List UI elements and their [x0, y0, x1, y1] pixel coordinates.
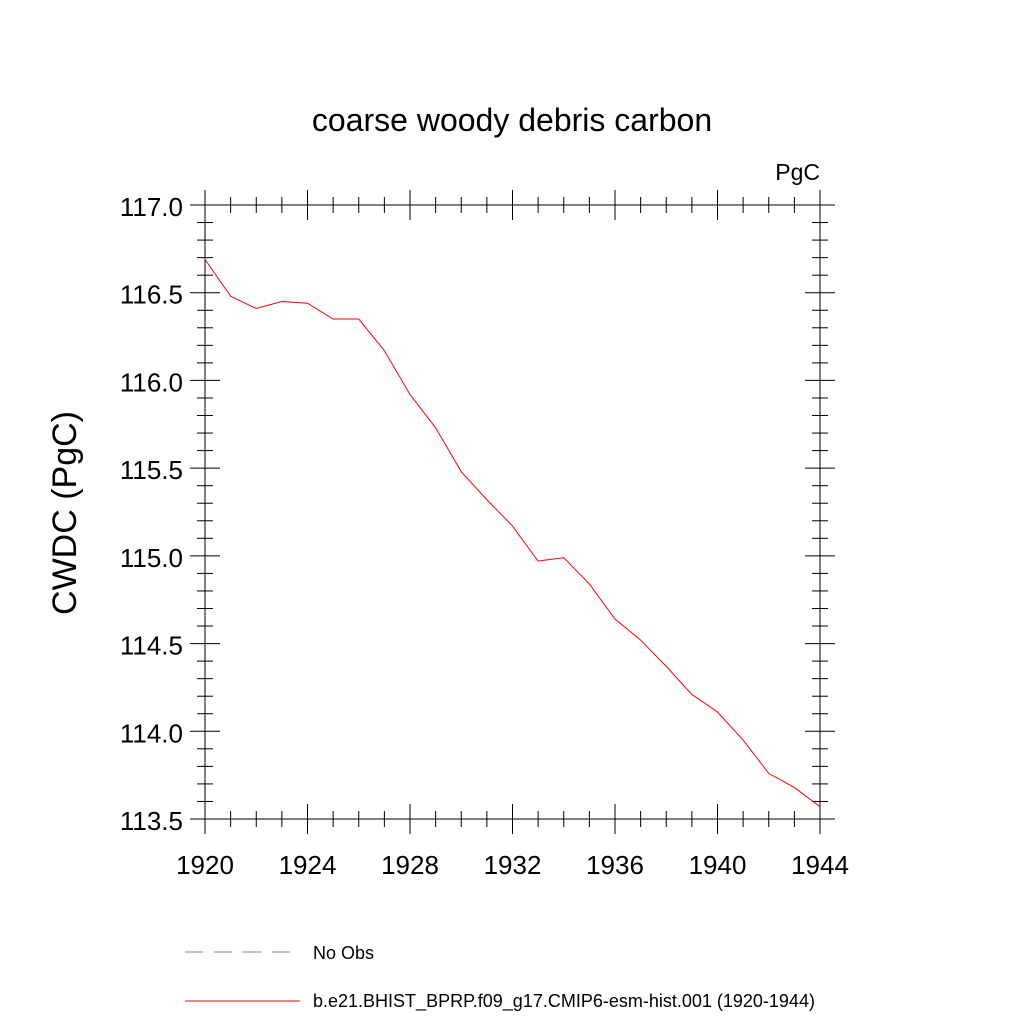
y-tick-label: 114.0 — [120, 718, 183, 748]
legend-label-model: b.e21.BHIST_BPRP.f09_g17.CMIP6-esm-hist.… — [313, 991, 815, 1012]
series-layer — [204, 259, 821, 808]
plot-frame — [204, 204, 821, 820]
y-axis-label: CWDC (PgC) — [46, 411, 84, 615]
y-tick-label: 115.5 — [120, 455, 183, 485]
x-tick-label: 1928 — [381, 850, 439, 880]
axis-ticks — [190, 190, 835, 834]
x-tick-label: 1920 — [176, 850, 234, 880]
x-tick-labels: 1920 1924 1928 1932 1936 1940 1944 — [176, 850, 849, 880]
legend: No Obs b.e21.BHIST_BPRP.f09_g17.CMIP6-es… — [185, 943, 815, 1012]
legend-label-obs: No Obs — [313, 943, 374, 963]
y-tick-label: 115.0 — [120, 543, 183, 573]
units-label: PgC — [775, 159, 820, 185]
y-tick-label: 114.5 — [120, 631, 183, 661]
y-tick-label: 117.0 — [120, 192, 183, 222]
series-line-model — [204, 259, 821, 808]
x-tick-label: 1940 — [689, 850, 747, 880]
y-tick-labels: 113.5 114.0 114.5 115.0 115.5 116.0 116.5 117.0 — [120, 192, 183, 836]
x-tick-label: 1944 — [791, 850, 849, 880]
x-tick-label: 1932 — [484, 850, 542, 880]
y-tick-label: 113.5 — [120, 806, 183, 836]
x-tick-label: 1936 — [586, 850, 644, 880]
x-tick-label: 1924 — [279, 850, 337, 880]
y-tick-label: 116.5 — [120, 280, 183, 310]
y-tick-label: 116.0 — [120, 367, 183, 397]
chart-title: coarse woody debris carbon — [312, 102, 712, 138]
